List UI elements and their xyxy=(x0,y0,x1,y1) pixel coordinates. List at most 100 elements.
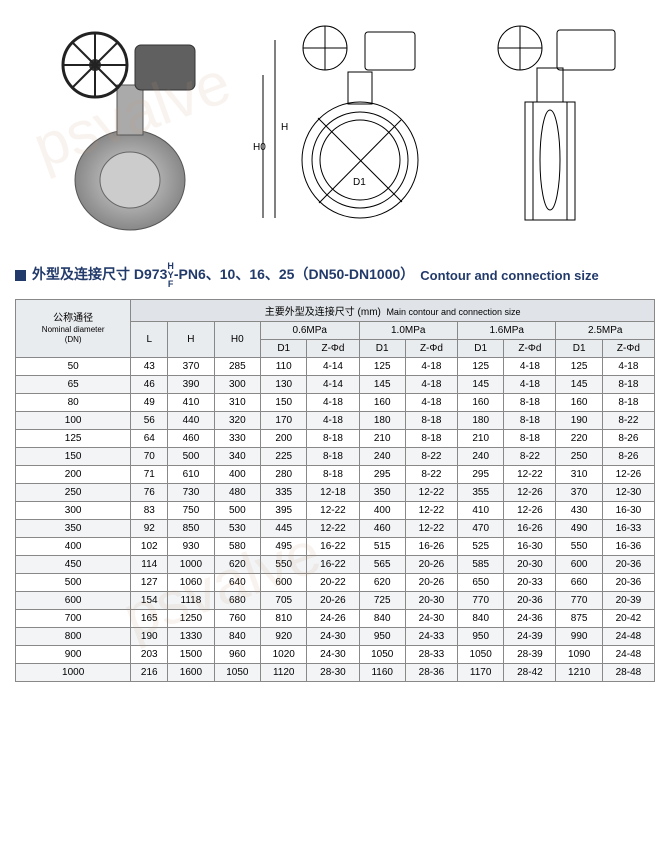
cell: 150 xyxy=(261,394,307,412)
cell: 160 xyxy=(556,394,602,412)
table-row: 200716104002808-182958-2229512-2231012-2… xyxy=(16,466,655,484)
cell: 125 xyxy=(359,358,405,376)
cell: 450 xyxy=(16,556,131,574)
cell: 1050 xyxy=(214,664,260,682)
cell: 930 xyxy=(168,538,214,556)
title-text: 外型及连接尺寸 D973HYF-PN6、10、16、25（DN50-DN1000… xyxy=(32,262,414,289)
cell: 1160 xyxy=(359,664,405,682)
cell: 24-30 xyxy=(405,610,457,628)
cell: 460 xyxy=(359,520,405,538)
cell: 180 xyxy=(359,412,405,430)
cell: 71 xyxy=(131,466,168,484)
col-H0: H0 xyxy=(214,322,260,358)
label-H: H xyxy=(281,122,288,133)
cell: 445 xyxy=(261,520,307,538)
table-row: 3509285053044512-2246012-2247016-2649016… xyxy=(16,520,655,538)
cell: 190 xyxy=(556,412,602,430)
col-main: 主要外型及连接尺寸 (mm) Main contour and connecti… xyxy=(131,300,655,322)
cell: 16-26 xyxy=(405,538,457,556)
cell: 12-26 xyxy=(504,502,556,520)
side-schematic xyxy=(475,20,635,230)
cell: 840 xyxy=(359,610,405,628)
cell: 660 xyxy=(556,574,602,592)
cell: 8-22 xyxy=(602,412,654,430)
cell: 705 xyxy=(261,592,307,610)
table-row: 40010293058049516-2251516-2652516-305501… xyxy=(16,538,655,556)
title-prefix: 外型及连接尺寸 D973 xyxy=(32,266,167,282)
cell: 130 xyxy=(261,376,307,394)
cell: 170 xyxy=(261,412,307,430)
cell: 565 xyxy=(359,556,405,574)
cell: 330 xyxy=(214,430,260,448)
cell: 285 xyxy=(214,358,260,376)
cell: 585 xyxy=(457,556,503,574)
cell: 50 xyxy=(16,358,131,376)
cell: 92 xyxy=(131,520,168,538)
col-10: 1.0MPa xyxy=(359,322,457,340)
cell: 4-18 xyxy=(307,412,359,430)
cell: 28-42 xyxy=(504,664,556,682)
cell: 760 xyxy=(214,610,260,628)
cell: 64 xyxy=(131,430,168,448)
section-title: 外型及连接尺寸 D973HYF-PN6、10、16、25（DN50-DN1000… xyxy=(0,260,670,299)
cell: 8-22 xyxy=(504,448,556,466)
cell: 8-18 xyxy=(307,448,359,466)
cell: 16-22 xyxy=(307,538,359,556)
cell: 355 xyxy=(457,484,503,502)
cell: 580 xyxy=(214,538,260,556)
cell: 440 xyxy=(168,412,214,430)
cell: 20-26 xyxy=(405,574,457,592)
table-row: 700165125076081024-2684024-3084024-36875… xyxy=(16,610,655,628)
cell: 12-22 xyxy=(307,520,359,538)
col-10-zd: Z-Φd xyxy=(405,340,457,358)
cell: 4-18 xyxy=(504,376,556,394)
table-row: 100564403201704-181808-181808-181908-22 xyxy=(16,412,655,430)
cell: 600 xyxy=(556,556,602,574)
cell: 8-18 xyxy=(307,466,359,484)
cell: 480 xyxy=(214,484,260,502)
cell: 8-18 xyxy=(405,430,457,448)
cell: 550 xyxy=(556,538,602,556)
cell: 310 xyxy=(556,466,602,484)
cell: 8-18 xyxy=(602,376,654,394)
col-16-zd: Z-Φd xyxy=(504,340,556,358)
cell: 70 xyxy=(131,448,168,466)
cell: 12-30 xyxy=(602,484,654,502)
cell: 620 xyxy=(214,556,260,574)
cell: 770 xyxy=(556,592,602,610)
cell: 12-26 xyxy=(602,466,654,484)
cell: 530 xyxy=(214,520,260,538)
cell: 150 xyxy=(16,448,131,466)
cell: 4-18 xyxy=(504,358,556,376)
cell: 8-18 xyxy=(504,412,556,430)
cell: 490 xyxy=(556,520,602,538)
cell: 110 xyxy=(261,358,307,376)
cell: 1210 xyxy=(556,664,602,682)
cell: 900 xyxy=(16,646,131,664)
cell: 395 xyxy=(261,502,307,520)
cell: 770 xyxy=(457,592,503,610)
cell: 500 xyxy=(168,448,214,466)
cell: 20-39 xyxy=(602,592,654,610)
cell: 460 xyxy=(168,430,214,448)
table-row: 2507673048033512-1835012-2235512-2637012… xyxy=(16,484,655,502)
cell: 28-48 xyxy=(602,664,654,682)
cell: 295 xyxy=(457,466,503,484)
cell: 56 xyxy=(131,412,168,430)
cell: 43 xyxy=(131,358,168,376)
table-row: 3008375050039512-2240012-2241012-2643016… xyxy=(16,502,655,520)
label-D1: D1 xyxy=(353,177,366,188)
cell: 300 xyxy=(16,502,131,520)
cell: 700 xyxy=(16,610,131,628)
cell: 200 xyxy=(16,466,131,484)
cell: 1250 xyxy=(168,610,214,628)
cell: 16-22 xyxy=(307,556,359,574)
table-row: 50433702851104-141254-181254-181254-18 xyxy=(16,358,655,376)
cell: 165 xyxy=(131,610,168,628)
dimensions-table: 公称通径 Nominal diameter (DN) 主要外型及连接尺寸 (mm… xyxy=(15,299,655,682)
col-dn: 公称通径 Nominal diameter (DN) xyxy=(16,300,131,358)
col-25-d1: D1 xyxy=(556,340,602,358)
cell: 4-18 xyxy=(307,394,359,412)
cell: 1060 xyxy=(168,574,214,592)
table-row: 600154111868070520-2672520-3077020-36770… xyxy=(16,592,655,610)
